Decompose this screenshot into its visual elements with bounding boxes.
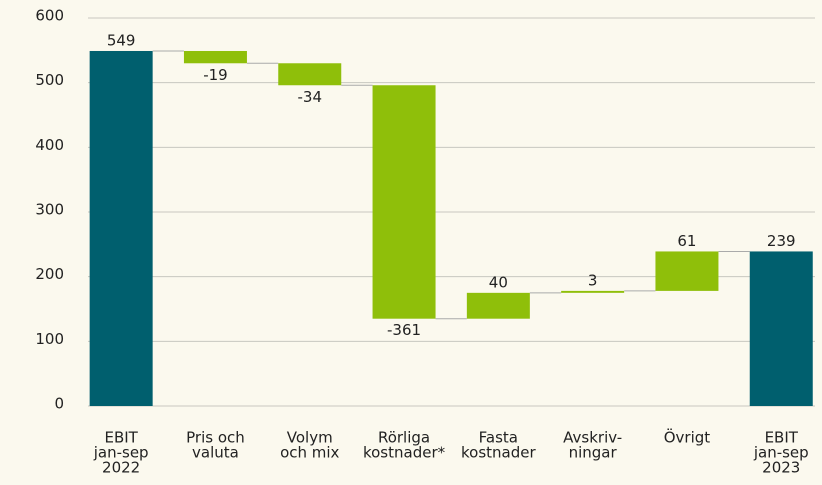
bar [183, 50, 247, 64]
bar [749, 251, 813, 406]
x-tick-label: Pris och [186, 429, 245, 447]
y-tick-label: 300 [35, 201, 64, 219]
bar [372, 85, 436, 319]
x-tick-label: Rörliga [378, 429, 430, 447]
x-tick-label: Fasta [479, 429, 518, 447]
bar [466, 292, 530, 319]
bar [655, 251, 719, 291]
value-label: 549 [107, 31, 136, 49]
bar [89, 50, 153, 406]
x-tick-label: 2022 [102, 459, 140, 477]
y-tick-label: 200 [35, 265, 64, 283]
x-tick-label: EBIT [765, 429, 799, 447]
x-tick-label: jan-sep [93, 444, 149, 462]
value-label: -19 [203, 66, 228, 84]
y-tick-label: 600 [35, 7, 64, 25]
value-label: -361 [387, 321, 421, 339]
y-tick-label: 0 [54, 395, 64, 413]
x-tick-label: Avskriv- [563, 429, 622, 447]
x-tick-label: ningar [569, 444, 618, 462]
x-tick-label: EBIT [104, 429, 138, 447]
bar [561, 290, 625, 293]
value-label: 61 [677, 232, 696, 250]
x-tick-label: jan-sep [753, 444, 809, 462]
x-tick-label: och mix [280, 444, 339, 462]
value-label: 40 [489, 273, 508, 291]
value-label: -34 [298, 88, 323, 106]
x-tick-label: kostnader* [363, 444, 446, 462]
value-label: 239 [767, 232, 796, 250]
bar [278, 63, 342, 86]
x-tick-label: 2023 [762, 459, 800, 477]
x-tick-label: Övrigt [664, 428, 711, 447]
y-tick-label: 400 [35, 136, 64, 154]
x-tick-label: kostnader [461, 444, 536, 462]
value-label: 3 [588, 271, 598, 289]
y-tick-label: 500 [35, 71, 64, 89]
y-tick-label: 100 [35, 330, 64, 348]
x-tick-label: Volym [287, 429, 333, 447]
x-tick-label: valuta [192, 444, 239, 462]
